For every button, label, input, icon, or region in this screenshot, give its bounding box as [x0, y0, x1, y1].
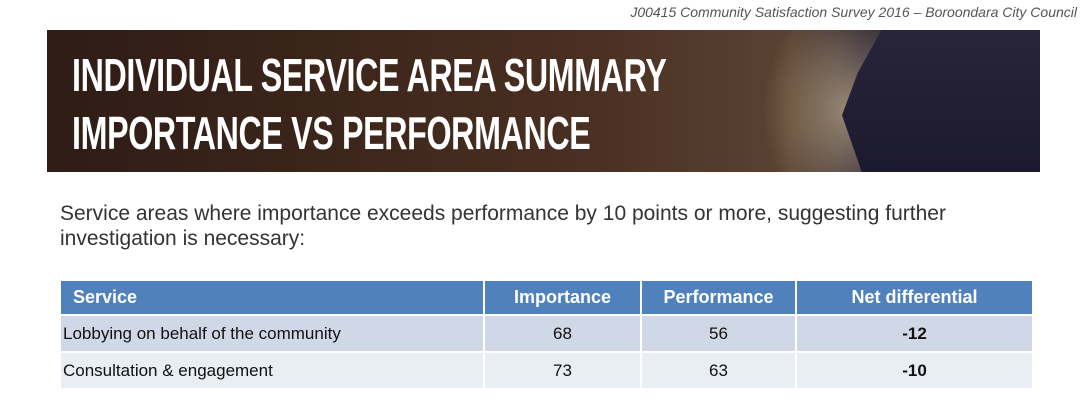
table-header-row: Service Importance Performance Net diffe… [61, 281, 1032, 314]
table-row: Lobbying on behalf of the community 68 5… [61, 316, 1032, 351]
service-cell: Lobbying on behalf of the community [61, 316, 483, 351]
column-header-service: Service [61, 281, 483, 314]
column-header-net-differential: Net differential [797, 281, 1032, 314]
column-header-importance: Importance [485, 281, 640, 314]
banner-title-line1: INDIVIDUAL SERVICE AREA SUMMARY [72, 49, 667, 101]
table-row: Consultation & engagement 73 63 -10 [61, 353, 1032, 388]
column-header-performance: Performance [642, 281, 795, 314]
performance-cell: 63 [642, 353, 795, 388]
banner-background-image [842, 30, 1040, 172]
title-banner: INDIVIDUAL SERVICE AREA SUMMARY IMPORTAN… [47, 30, 1040, 172]
service-summary-table: Service Importance Performance Net diffe… [59, 279, 1034, 390]
performance-cell: 56 [642, 316, 795, 351]
banner-title-line2: IMPORTANCE VS PERFORMANCE [72, 107, 591, 159]
importance-cell: 68 [485, 316, 640, 351]
intro-text: Service areas where importance exceeds p… [60, 202, 946, 250]
net-differential-cell: -10 [797, 353, 1032, 388]
document-reference: J00415 Community Satisfaction Survey 201… [630, 4, 1077, 20]
importance-cell: 73 [485, 353, 640, 388]
service-cell: Consultation & engagement [61, 353, 483, 388]
net-differential-cell: -12 [797, 316, 1032, 351]
